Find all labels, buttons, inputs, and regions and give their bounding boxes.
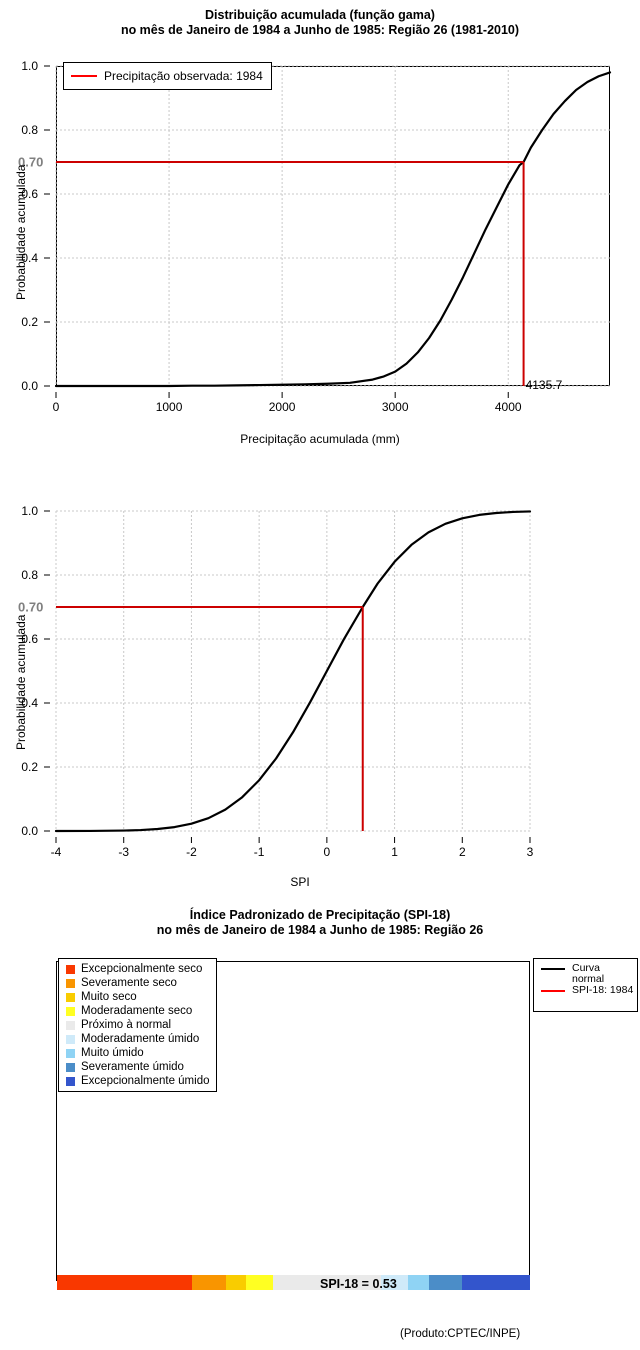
spi-category-legend-item: Severamente úmido <box>59 1060 210 1074</box>
category-color-swatch-icon <box>66 1062 75 1072</box>
y-tick-label: 0.2 <box>21 315 38 329</box>
x-tick-label: -3 <box>118 845 130 859</box>
spi-panel: Índice Padronizado de Precipitação (SPI-… <box>0 450 640 1340</box>
gamma-cdf-panel: Distribuição acumulada (função gama) no … <box>0 0 640 450</box>
top-chart-title: Distribuição acumulada (função gama) no … <box>0 8 640 38</box>
x-tick-label: 0 <box>52 400 60 414</box>
x-tick-label: 0 <box>323 845 331 859</box>
x-tick-label: 2000 <box>268 400 296 414</box>
colorbar-segment <box>225 1275 247 1290</box>
top-x-axis-title: Precipitação acumulada (mm) <box>240 432 400 446</box>
spi-category-legend-item: Muito seco <box>59 990 210 1004</box>
y-tick-label: 1.0 <box>21 504 38 518</box>
x-tick-label: -4 <box>50 845 62 859</box>
colorbar-segment <box>428 1275 463 1290</box>
x-tick-label: 3 <box>526 845 534 859</box>
category-legend-label: Severamente seco <box>81 977 177 989</box>
category-legend-label: Moderadamente úmido <box>81 1033 200 1045</box>
colorbar-segment <box>408 1275 429 1290</box>
category-color-swatch-icon <box>66 1006 75 1016</box>
x-tick-label: -1 <box>253 845 265 859</box>
spi-result-label: SPI-18 = 0.53 <box>320 1277 397 1291</box>
category-color-swatch-icon <box>66 978 75 988</box>
spi-category-legend: Excepcionalmente seco Severamente seco Mui… <box>58 958 217 1092</box>
spi-category-legend-item: Severamente seco <box>59 976 210 990</box>
colorbar-segment <box>57 1275 193 1290</box>
curve-legend-label: Curva normal <box>572 962 605 985</box>
x-tick-label: -2 <box>186 845 197 859</box>
spi-category-legend-item: Próximo à normal <box>59 1018 210 1032</box>
legend-item-observed-precip: Precipitação observada: 1984 <box>64 67 263 85</box>
category-legend-label: Moderadamente seco <box>81 1005 193 1017</box>
category-legend-label: Próximo à normal <box>81 1019 172 1031</box>
category-legend-label: Muito seco <box>81 991 137 1003</box>
spi-category-legend-item: Moderadamente úmido <box>59 1032 210 1046</box>
top-legend: Precipitação observada: 1984 <box>63 62 272 90</box>
category-color-swatch-icon <box>66 964 75 974</box>
line-swatch-icon <box>541 990 565 992</box>
category-legend-label: Excepcionalmente úmido <box>81 1075 210 1087</box>
spi-category-legend-item: Muito úmido <box>59 1046 210 1060</box>
curve-legend-item: Curva normal <box>534 963 633 985</box>
bottom-highlight-probability-label: 0.70 <box>18 599 44 615</box>
bottom-chart-canvas <box>44 510 532 843</box>
top-highlight-probability-label: 0.70 <box>18 154 44 170</box>
y-tick-label: 0.0 <box>21 379 38 393</box>
y-tick-label: 0.8 <box>21 568 38 582</box>
y-tick-label: 0.8 <box>21 123 38 137</box>
curve-legend-label: SPI-18: 1984 <box>572 984 634 996</box>
x-tick-label: 3000 <box>381 400 409 414</box>
top-title-line1: Distribuição acumulada (função gama) <box>205 8 435 22</box>
category-color-swatch-icon <box>66 1076 75 1086</box>
credit-label: (Produto:CPTEC/INPE) <box>400 1328 521 1340</box>
category-color-swatch-icon <box>66 1020 75 1030</box>
spi-colorbar <box>57 1275 530 1290</box>
category-color-swatch-icon <box>66 992 75 1002</box>
spi-category-legend-item: Excepcionalmente seco <box>59 962 210 976</box>
y-tick-label: 0.4 <box>21 251 38 265</box>
x-tick-label: 4000 <box>494 400 522 414</box>
category-color-swatch-icon <box>66 1048 75 1058</box>
x-tick-label: 2 <box>458 845 466 859</box>
x-tick-label: 1000 <box>155 400 183 414</box>
red-line-swatch-icon <box>71 75 97 77</box>
y-tick-label: 1.0 <box>21 59 38 73</box>
y-tick-label: 0.6 <box>21 632 38 646</box>
top-chart-canvas <box>44 65 612 398</box>
colorbar-segment <box>462 1275 530 1290</box>
y-tick-label: 0.2 <box>21 760 38 774</box>
top-y-axis-title: Probabilidade acumulada <box>14 164 28 300</box>
legend-label-observed-precip: Precipitação observada: 1984 <box>104 69 263 83</box>
category-legend-label: Muito úmido <box>81 1047 144 1059</box>
top-title-line2: no mês de Janeiro de 1984 a Junho de 198… <box>120 23 520 37</box>
observed-value-label: 4135.7 <box>525 378 563 392</box>
y-tick-label: 0.0 <box>21 824 38 838</box>
line-swatch-icon <box>541 968 565 970</box>
y-tick-label: 0.6 <box>21 187 38 201</box>
colorbar-segment <box>246 1275 274 1290</box>
bottom-x-axis-title: SPI <box>290 875 310 889</box>
colorbar-segment <box>192 1275 226 1290</box>
curve-legend-item: SPI-18: 1984 <box>534 985 633 1007</box>
category-legend-label: Severamente úmido <box>81 1061 184 1073</box>
x-tick-label: 1 <box>391 845 398 859</box>
spi-category-legend-item: Excepcionalmente úmido <box>59 1074 210 1088</box>
y-tick-label: 0.4 <box>21 696 38 710</box>
category-color-swatch-icon <box>66 1034 75 1044</box>
spi-category-legend-item: Moderadamente seco <box>59 1004 210 1018</box>
category-legend-label: Excepcionalmente seco <box>81 963 203 975</box>
curve-legend: Curva normal SPI-18: 1984 <box>533 958 639 1012</box>
